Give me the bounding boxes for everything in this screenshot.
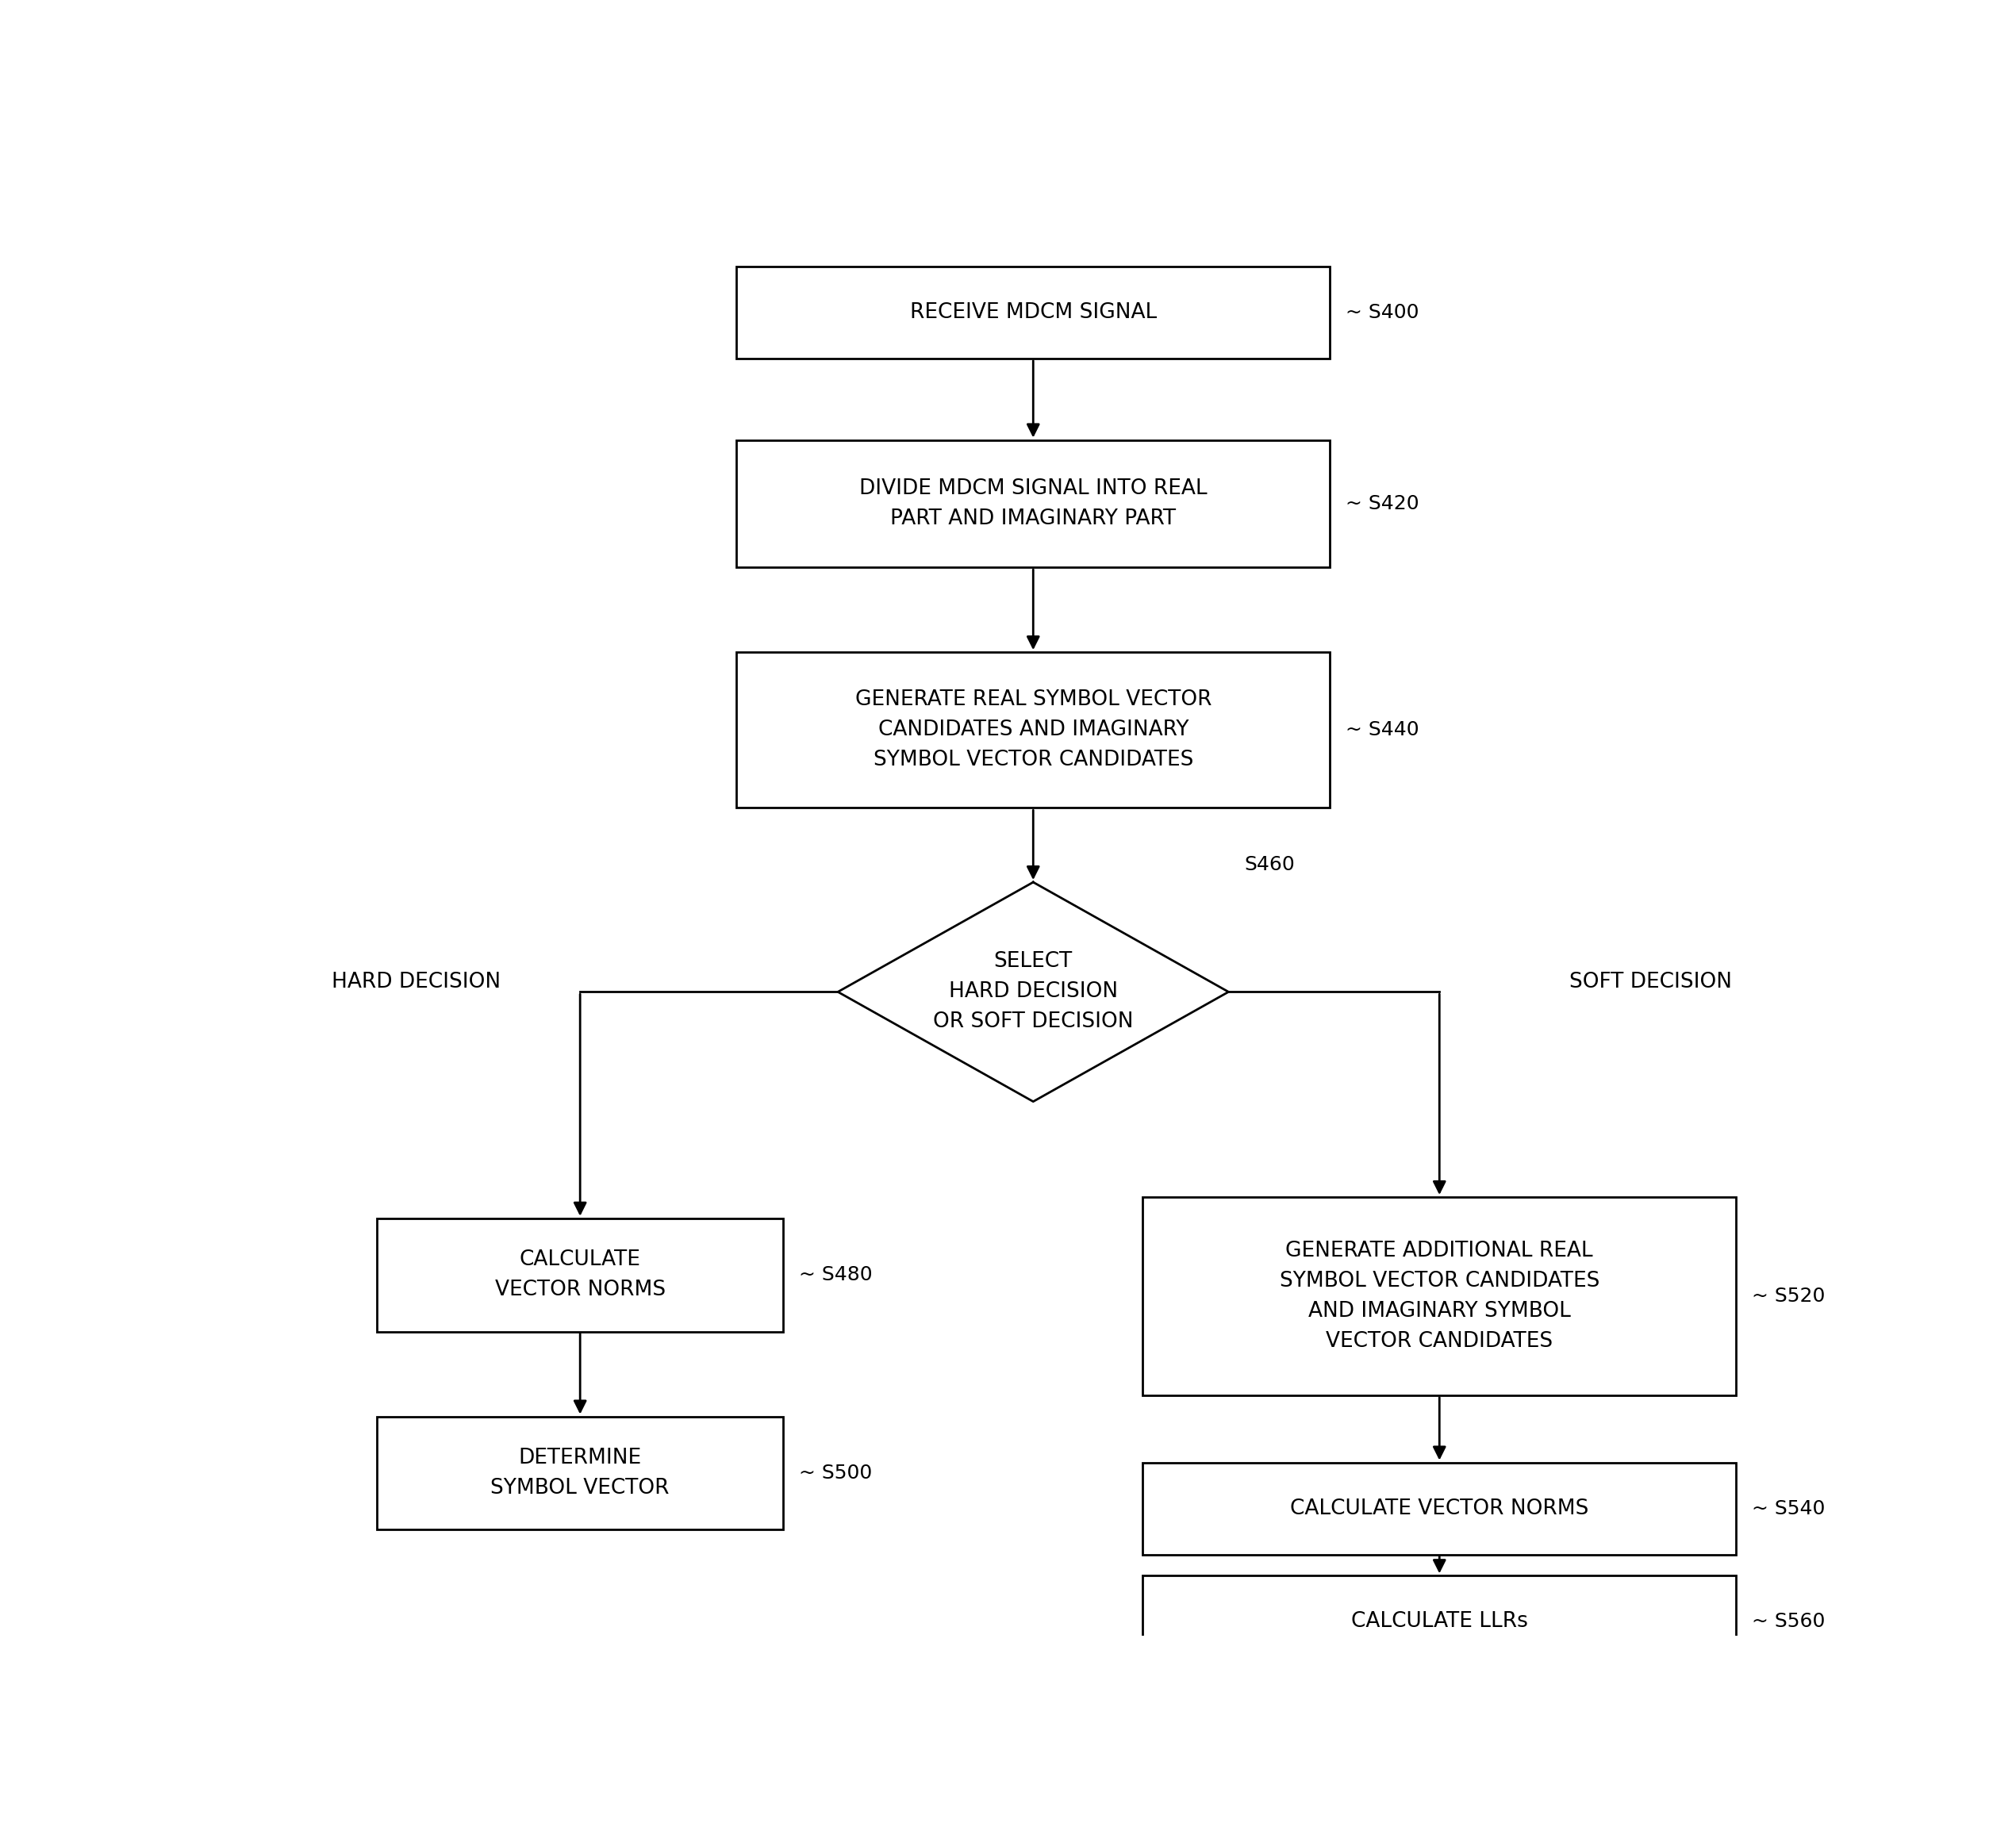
Text: ~ S420: ~ S420: [1347, 494, 1419, 513]
Text: HARD DECISION: HARD DECISION: [331, 972, 500, 993]
Text: ~ S480: ~ S480: [798, 1265, 873, 1285]
Text: ~ S540: ~ S540: [1752, 1500, 1824, 1518]
FancyBboxPatch shape: [1143, 1463, 1736, 1555]
FancyBboxPatch shape: [377, 1219, 782, 1331]
Text: CALCULATE LLRs: CALCULATE LLRs: [1351, 1612, 1528, 1632]
Text: CALCULATE
VECTOR NORMS: CALCULATE VECTOR NORMS: [494, 1250, 665, 1299]
Text: ~ S500: ~ S500: [798, 1463, 873, 1483]
Text: ~ S520: ~ S520: [1752, 1287, 1824, 1305]
Text: DETERMINE
SYMBOL VECTOR: DETERMINE SYMBOL VECTOR: [490, 1448, 669, 1498]
FancyBboxPatch shape: [736, 652, 1331, 809]
Text: GENERATE REAL SYMBOL VECTOR
CANDIDATES AND IMAGINARY
SYMBOL VECTOR CANDIDATES: GENERATE REAL SYMBOL VECTOR CANDIDATES A…: [855, 689, 1212, 770]
FancyBboxPatch shape: [1143, 1575, 1736, 1667]
FancyBboxPatch shape: [1143, 1197, 1736, 1395]
Text: ~ S440: ~ S440: [1347, 720, 1419, 739]
Text: S460: S460: [1244, 855, 1294, 875]
FancyBboxPatch shape: [377, 1417, 782, 1529]
Text: GENERATE ADDITIONAL REAL
SYMBOL VECTOR CANDIDATES
AND IMAGINARY SYMBOL
VECTOR CA: GENERATE ADDITIONAL REAL SYMBOL VECTOR C…: [1280, 1241, 1599, 1351]
Text: ~ S400: ~ S400: [1347, 303, 1419, 322]
Text: SOFT DECISION: SOFT DECISION: [1568, 972, 1732, 993]
Text: CALCULATE VECTOR NORMS: CALCULATE VECTOR NORMS: [1290, 1498, 1589, 1518]
Text: DIVIDE MDCM SIGNAL INTO REAL
PART AND IMAGINARY PART: DIVIDE MDCM SIGNAL INTO REAL PART AND IM…: [859, 478, 1208, 529]
Text: RECEIVE MDCM SIGNAL: RECEIVE MDCM SIGNAL: [909, 301, 1157, 323]
FancyBboxPatch shape: [736, 439, 1331, 568]
Text: ~ S560: ~ S560: [1752, 1612, 1824, 1630]
FancyBboxPatch shape: [736, 267, 1331, 358]
Text: SELECT
HARD DECISION
OR SOFT DECISION: SELECT HARD DECISION OR SOFT DECISION: [933, 952, 1133, 1033]
